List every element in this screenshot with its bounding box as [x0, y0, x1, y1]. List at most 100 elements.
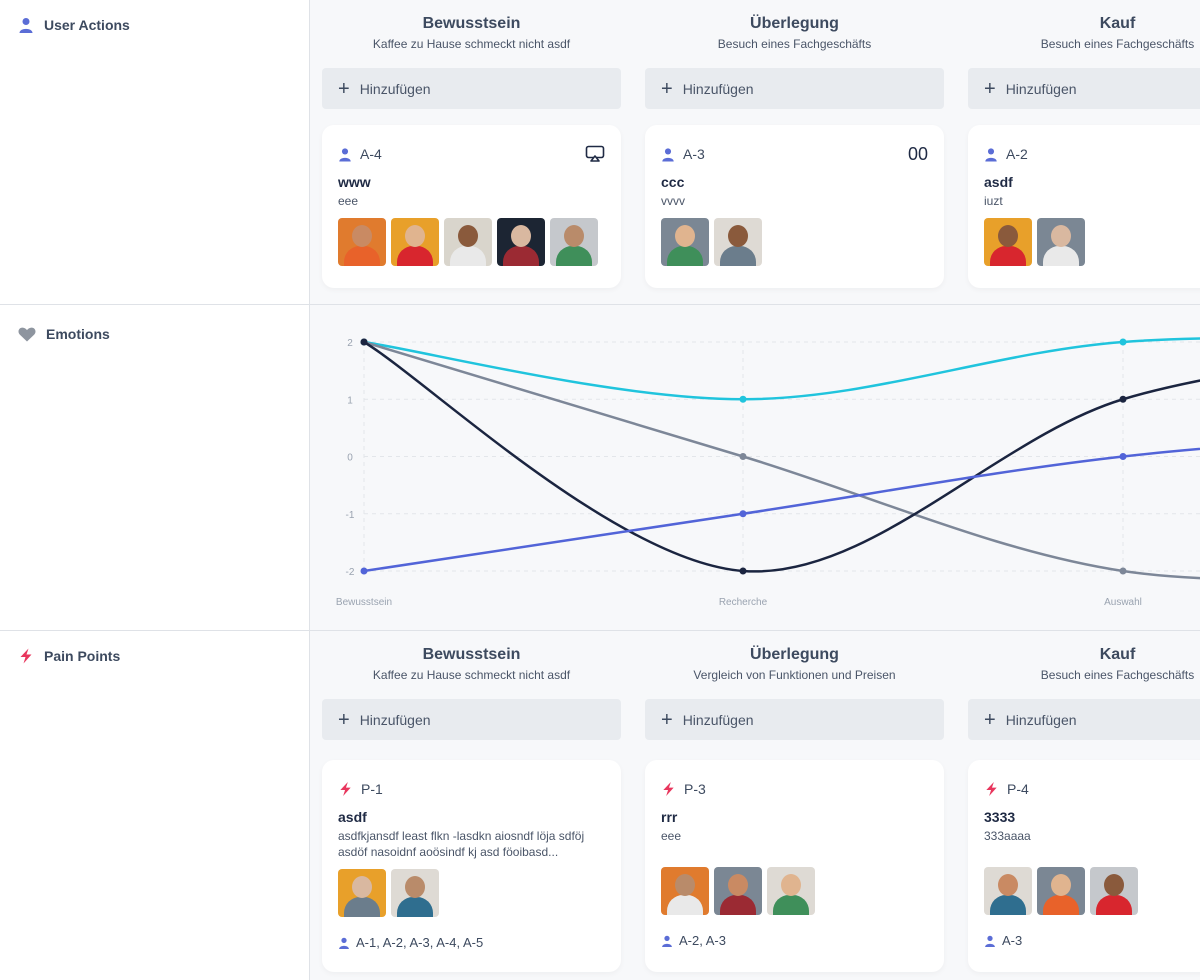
- data-point[interactable]: [1119, 395, 1127, 403]
- data-point[interactable]: [360, 338, 368, 346]
- card-id: P-1: [361, 781, 383, 797]
- avatar[interactable]: [391, 218, 439, 267]
- add-button[interactable]: + Hinzufügen: [645, 68, 944, 109]
- card-id: A-4: [360, 146, 382, 162]
- card-title: asdf: [984, 174, 1013, 190]
- plus-icon: +: [984, 708, 996, 731]
- emotions-section: Emotions 2 1 0 -1 -2 Bewusstsein Recherche Ausw…: [0, 305, 1200, 631]
- column-title: Bewusstsein: [422, 15, 521, 32]
- action-card[interactable]: A-2 asdf iuzt: [968, 125, 1200, 288]
- plus-icon: +: [338, 77, 350, 100]
- emotions-sidebar: Emotions: [0, 305, 310, 630]
- pp-column: Bewusstsein Kaffee zu Hause schmeckt nic…: [322, 631, 621, 972]
- column-title: Kauf: [1099, 646, 1136, 663]
- avatar-list: [984, 867, 1200, 916]
- action-card[interactable]: A-4 www eee: [322, 125, 621, 288]
- user-icon: [339, 937, 349, 949]
- series-line: [363, 340, 1200, 573]
- column-header: Kauf Besuch eines Fachgeschäfts: [968, 631, 1200, 699]
- y-tick-label: 2: [347, 338, 353, 349]
- avatar[interactable]: [1037, 218, 1085, 267]
- avatar-list: [661, 867, 928, 916]
- avatar[interactable]: [1090, 867, 1138, 916]
- data-point[interactable]: [739, 567, 747, 575]
- card-description: vvvv: [661, 194, 685, 208]
- avatar[interactable]: [550, 218, 598, 267]
- data-point[interactable]: [360, 567, 368, 575]
- avatar[interactable]: [984, 218, 1032, 267]
- pain-point-card[interactable]: P-4 3333 333aaaa A-3: [968, 760, 1200, 972]
- pp-column: Überlegung Vergleich von Funktionen und …: [645, 631, 944, 972]
- card-title: rrr: [661, 809, 678, 825]
- add-button-label: Hinzufügen: [359, 711, 431, 728]
- pain-point-card[interactable]: P-3 rrr eee A-2, A-3: [645, 760, 944, 972]
- avatar[interactable]: [984, 867, 1032, 916]
- user-actions-title: User Actions: [44, 17, 130, 33]
- pain-points-board: Bewusstsein Kaffee zu Hause schmeckt nic…: [310, 631, 1200, 980]
- data-point[interactable]: [739, 395, 747, 403]
- data-point[interactable]: [1119, 338, 1127, 346]
- column-subtitle: Besuch eines Fachgeschäfts: [1040, 668, 1195, 682]
- plus-icon: +: [661, 77, 673, 100]
- avatar[interactable]: [661, 218, 709, 267]
- avatar[interactable]: [714, 218, 762, 267]
- emotions-title: Emotions: [46, 326, 110, 342]
- airplay-icon[interactable]: [585, 145, 605, 163]
- action-card[interactable]: A-3 00 ccc vvvv: [645, 125, 944, 288]
- user-icon: [339, 147, 351, 161]
- add-button[interactable]: + Hinzufügen: [968, 699, 1200, 740]
- action-refs-text: A-2, A-3: [679, 933, 726, 949]
- column-header: Überlegung Vergleich von Funktionen und …: [645, 631, 944, 699]
- avatar[interactable]: [714, 867, 762, 916]
- avatar[interactable]: [767, 867, 815, 916]
- column-title: Überlegung: [750, 15, 839, 32]
- data-point[interactable]: [739, 453, 747, 460]
- user-icon: [985, 935, 995, 947]
- card-description: eee: [661, 829, 682, 843]
- heart-icon: [18, 327, 36, 341]
- avatar[interactable]: [391, 869, 439, 918]
- data-point[interactable]: [1119, 453, 1127, 460]
- plus-icon: +: [338, 708, 350, 731]
- x-tick-label: Bewusstsein: [336, 597, 392, 608]
- y-tick-label: -1: [346, 510, 355, 521]
- pain-points-section: Pain Points Bewusstsein Kaffee zu Hause …: [0, 631, 1200, 980]
- y-tick-label: 0: [347, 453, 353, 464]
- pain-point-card[interactable]: P-1 asdf asdfkjansdf least flkn -lasdkn …: [322, 760, 621, 972]
- avatar-list: [661, 218, 928, 267]
- column-subtitle: Kaffee zu Hause schmeckt nicht asdf: [372, 668, 571, 682]
- data-point[interactable]: [739, 510, 747, 518]
- column-title: Bewusstsein: [422, 646, 521, 663]
- emotions-heading: Emotions: [18, 326, 110, 342]
- add-button-label: Hinzufügen: [1005, 711, 1077, 728]
- card-description: 333aaaa: [984, 829, 1031, 843]
- add-button-label: Hinzufügen: [682, 80, 754, 97]
- add-button[interactable]: + Hinzufügen: [322, 68, 621, 109]
- add-button[interactable]: + Hinzufügen: [645, 699, 944, 740]
- avatar[interactable]: [497, 218, 545, 267]
- user-actions-sidebar: User Actions: [0, 0, 310, 304]
- ua-column: Kauf Besuch eines Fachgeschäfts + Hinzuf…: [968, 0, 1200, 288]
- card-description: iuzt: [984, 194, 1003, 208]
- column-subtitle: Vergleich von Funktionen und Preisen: [693, 668, 896, 682]
- card-description: asdfkjansdf least flkn -lasdkn aiosndf l…: [338, 829, 585, 860]
- action-refs-text: A-1, A-2, A-3, A-4, A-5: [356, 935, 484, 951]
- avatar[interactable]: [338, 869, 386, 918]
- plus-icon: +: [661, 708, 673, 731]
- user-actions-heading: User Actions: [18, 17, 130, 33]
- add-button[interactable]: + Hinzufügen: [322, 699, 621, 740]
- avatar[interactable]: [1037, 867, 1085, 916]
- avatar[interactable]: [444, 218, 492, 267]
- data-point[interactable]: [1119, 567, 1127, 575]
- avatar[interactable]: [661, 867, 709, 916]
- user-icon: [19, 18, 33, 33]
- avatar[interactable]: [338, 218, 386, 267]
- plus-icon: +: [984, 77, 996, 100]
- add-button[interactable]: + Hinzufügen: [968, 68, 1200, 109]
- add-button-label: Hinzufügen: [1005, 80, 1077, 97]
- card-title: 3333: [984, 809, 1016, 825]
- action-refs: A-1, A-2, A-3, A-4, A-5: [338, 935, 605, 950]
- card-id: A-3: [683, 146, 705, 162]
- pp-column: Kauf Besuch eines Fachgeschäfts + Hinzuf…: [968, 631, 1200, 972]
- series-line: [363, 447, 1200, 573]
